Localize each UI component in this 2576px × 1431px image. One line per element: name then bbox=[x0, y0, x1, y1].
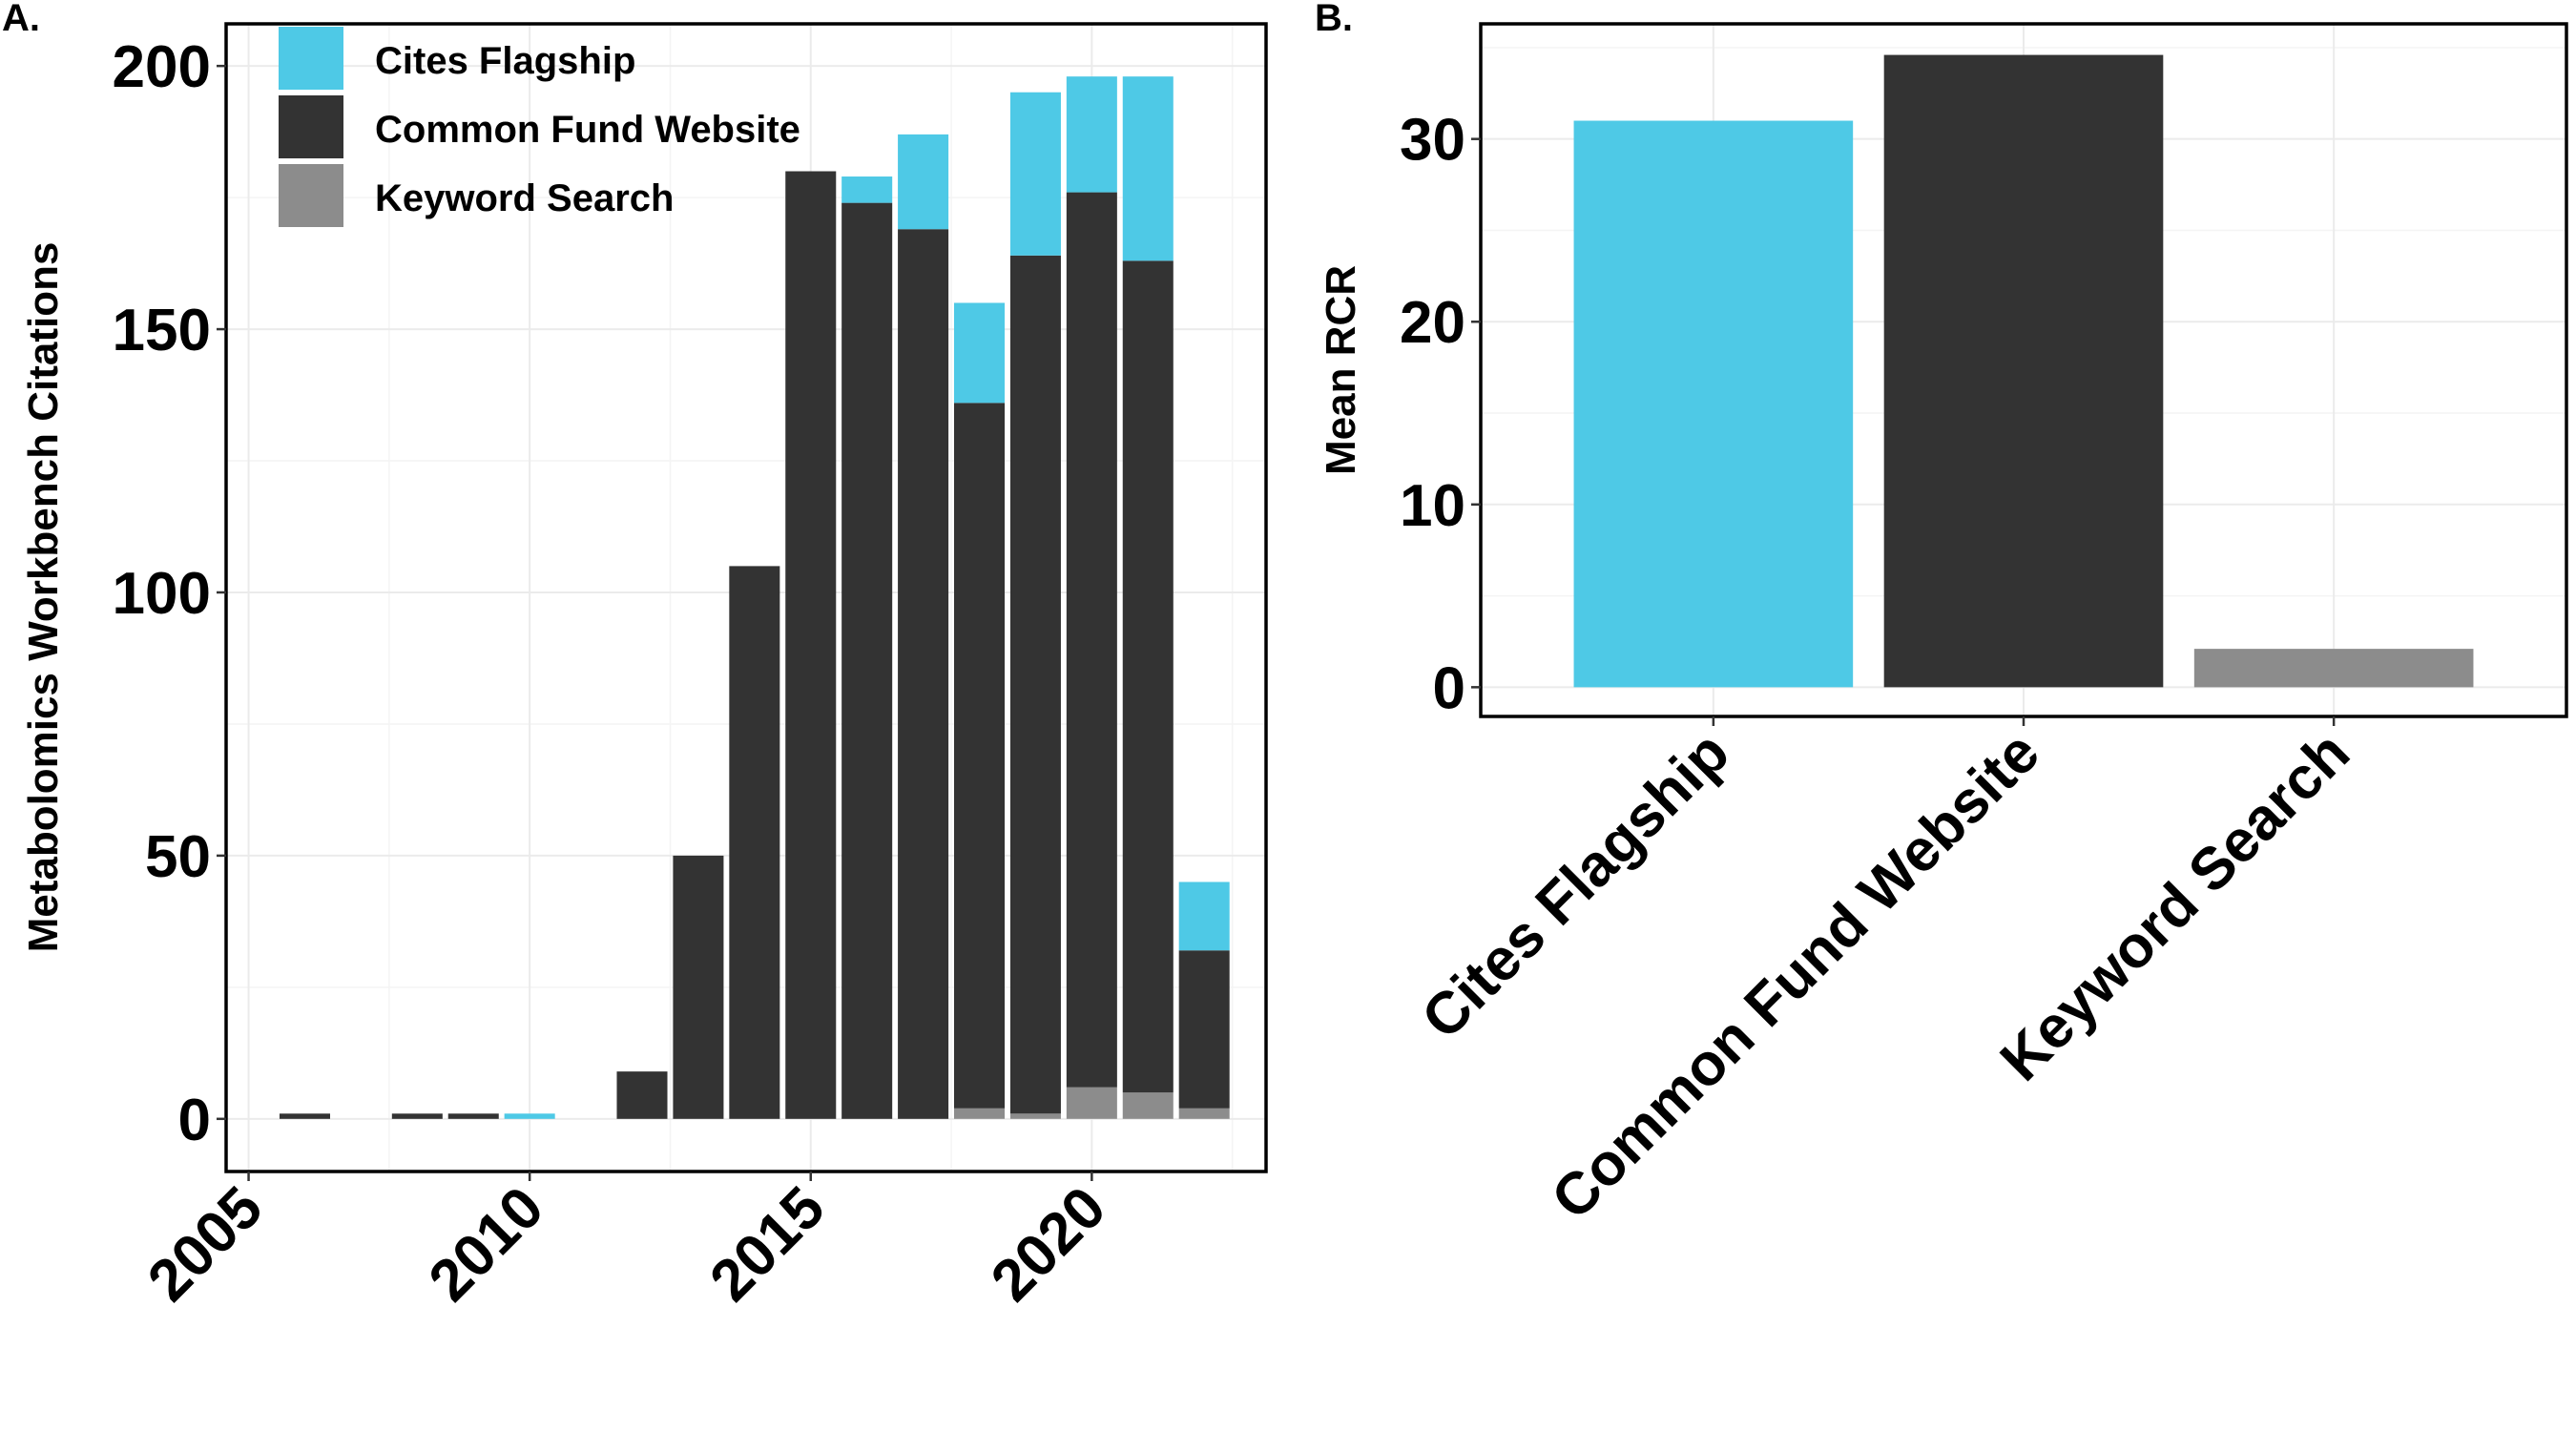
legend-swatch-cites-flagship bbox=[279, 27, 343, 90]
panel-a-y-axis-title: Metabolomics Workbench Citations bbox=[20, 242, 67, 953]
bar-2018-common-fund-website bbox=[954, 403, 1006, 1109]
legend-swatch-common-fund-website bbox=[279, 95, 343, 158]
panel-a: A. 0 50 100 150 200 2005 2010 2015 2020 Metabol… bbox=[2, 0, 1268, 1314]
legend-label-common-fund-website: Common Fund Website bbox=[375, 109, 800, 151]
panel-b-bars bbox=[1573, 54, 2474, 688]
legend-label-keyword-search: Keyword Search bbox=[375, 177, 674, 219]
bar-2010-cites-flagship bbox=[504, 1113, 555, 1119]
x-tick-label-2020: 2020 bbox=[979, 1174, 1118, 1314]
bar-2021-cites-flagship bbox=[1122, 76, 1174, 261]
panel-b-y-axis-title: Mean RCR bbox=[1318, 265, 1364, 475]
y-tick-label-100: 100 bbox=[113, 561, 211, 627]
bar-2016-common-fund-website bbox=[841, 202, 893, 1119]
bar-2021-common-fund-website bbox=[1122, 260, 1174, 1093]
bar-2022-common-fund-website bbox=[1178, 950, 1230, 1109]
y-tick-label-150: 150 bbox=[113, 298, 211, 363]
y-tick-label-10: 10 bbox=[1400, 473, 1465, 539]
bar-2018-cites-flagship bbox=[954, 302, 1006, 404]
bar-2014-common-fund-website bbox=[729, 566, 780, 1119]
panel-a-frame bbox=[224, 22, 1268, 1173]
bar-2016-cites-flagship bbox=[841, 176, 893, 203]
y-tick-label-200: 200 bbox=[113, 34, 211, 100]
bar-2015-common-fund-website bbox=[785, 171, 837, 1119]
panel-a-label: A. bbox=[2, 0, 40, 39]
legend-label-cites-flagship: Cites Flagship bbox=[375, 40, 635, 82]
y-tick-label-30: 30 bbox=[1400, 108, 1465, 174]
bar-2006-common-fund-website bbox=[279, 1113, 330, 1119]
bar-2020-keyword-search bbox=[1066, 1087, 1117, 1119]
bar-2019-common-fund-website bbox=[1009, 255, 1061, 1114]
bar-2012-common-fund-website bbox=[616, 1071, 668, 1119]
x-tick-label-2005: 2005 bbox=[135, 1174, 275, 1314]
x-tick-label-2015: 2015 bbox=[697, 1174, 837, 1314]
bar-2021-keyword-search bbox=[1122, 1092, 1174, 1119]
y-tick-label-20: 20 bbox=[1400, 290, 1465, 356]
bar-2008-common-fund-website bbox=[391, 1113, 443, 1119]
x-tick-label-common-fund-website: Common Fund Website bbox=[1539, 719, 2052, 1233]
bar-2009-common-fund-website bbox=[447, 1113, 499, 1119]
bar-2019-cites-flagship bbox=[1009, 92, 1061, 256]
legend-swatch-keyword-search bbox=[279, 164, 343, 227]
bar-2022-keyword-search bbox=[1178, 1108, 1230, 1119]
bar-2019-keyword-search bbox=[1009, 1113, 1061, 1119]
panel-b-label: B. bbox=[1315, 0, 1353, 39]
bar-2020-common-fund-website bbox=[1066, 192, 1117, 1088]
bar-keyword-search bbox=[2193, 649, 2474, 688]
bar-2013-common-fund-website bbox=[673, 855, 724, 1119]
bar-2017-common-fund-website bbox=[898, 229, 949, 1119]
panel-a-x-ticks: 2005 2010 2015 2020 bbox=[135, 1172, 1118, 1314]
panel-a-y-ticks: 0 50 100 150 200 bbox=[113, 34, 226, 1153]
bar-2018-keyword-search bbox=[954, 1108, 1006, 1119]
y-tick-label-50: 50 bbox=[145, 824, 211, 890]
x-tick-label-keyword-search: Keyword Search bbox=[1988, 719, 2362, 1093]
bar-2020-cites-flagship bbox=[1066, 76, 1117, 193]
bar-common-fund-website bbox=[1883, 54, 2164, 688]
y-tick-label-0: 0 bbox=[178, 1088, 211, 1153]
panel-b-y-ticks: 0 10 20 30 bbox=[1400, 108, 1481, 721]
bar-cites-flagship bbox=[1573, 120, 1854, 688]
panel-a-bars bbox=[279, 76, 1230, 1119]
panel-a-legend: Cites Flagship Common Fund Website Keywo… bbox=[279, 27, 800, 227]
y-tick-label-0: 0 bbox=[1433, 655, 1465, 721]
bar-2017-cites-flagship bbox=[898, 134, 949, 230]
bar-2022-cites-flagship bbox=[1178, 881, 1230, 951]
x-tick-label-2010: 2010 bbox=[417, 1174, 556, 1314]
x-tick-label-cites-flagship: Cites Flagship bbox=[1409, 719, 1741, 1051]
